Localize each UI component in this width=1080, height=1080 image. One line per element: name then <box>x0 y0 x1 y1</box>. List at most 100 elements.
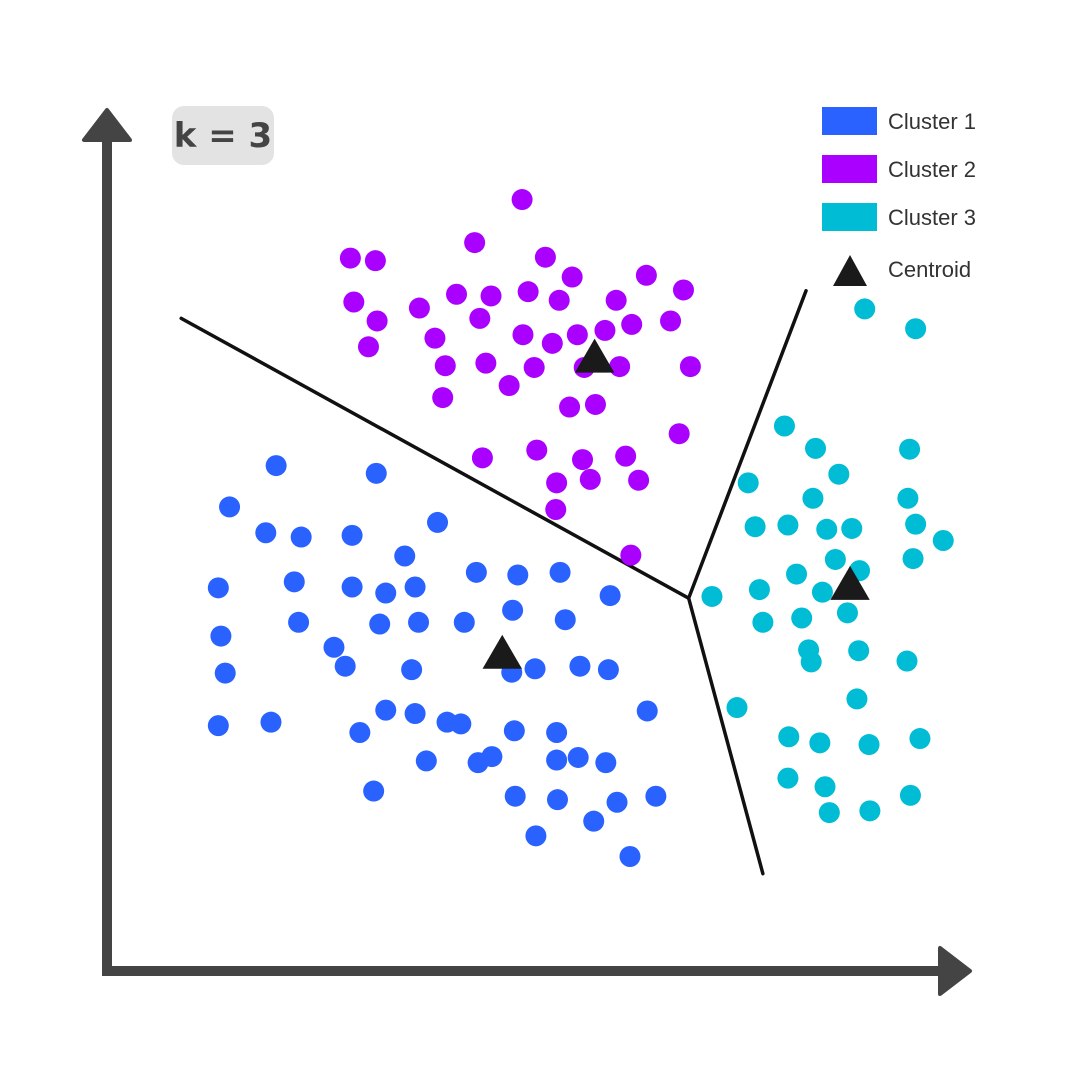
cluster-2-point-45 <box>620 544 642 566</box>
cluster-2-point-28 <box>523 356 545 378</box>
cluster-1-point-26 <box>214 662 236 684</box>
cluster-2-point-9 <box>343 291 365 313</box>
cluster-1-point-6 <box>341 524 363 546</box>
cluster-1-point-17 <box>599 585 621 607</box>
cluster-1-point-14 <box>465 561 487 583</box>
cluster-1-point-32 <box>597 659 619 681</box>
cluster-1-point-51 <box>546 789 568 811</box>
cluster-2-point-4 <box>339 247 361 269</box>
cluster-2-point-11 <box>446 283 468 305</box>
cluster-3-point-13 <box>841 517 863 539</box>
cluster-2-point-14 <box>548 289 570 311</box>
decision-boundaries <box>179 289 808 876</box>
cluster-3-point-30 <box>726 697 748 719</box>
cluster-2-point-20 <box>566 324 588 346</box>
k-annotation: k = 3 <box>172 106 274 165</box>
cluster-1-point-4 <box>255 522 277 544</box>
cluster-3-point-16 <box>824 548 846 570</box>
cluster-3-point-21 <box>786 563 808 585</box>
cluster-2-point-24 <box>357 336 379 358</box>
cluster-1-point-27 <box>334 655 356 677</box>
cluster-3-point-27 <box>848 640 870 662</box>
cluster-2-point-21 <box>594 319 616 341</box>
cluster-1-point-56 <box>619 845 641 867</box>
cluster-1-point-47 <box>415 750 437 772</box>
cluster-1-point-44 <box>546 749 568 771</box>
centroid-marker-2 <box>482 634 522 669</box>
cluster-2-point-23 <box>660 310 682 332</box>
cluster-2-point-5 <box>534 246 556 268</box>
cluster-3-point-36 <box>777 767 799 789</box>
cluster-1-point-50 <box>504 785 526 807</box>
cluster-1-point-54 <box>583 810 605 832</box>
cluster-3-point-18 <box>902 548 924 570</box>
cluster-1-point-7 <box>427 511 449 533</box>
cluster-3-point-33 <box>809 732 831 754</box>
cluster-2-point-39 <box>572 449 594 471</box>
cluster-2-point-27 <box>475 352 497 374</box>
cluster-3-point-34 <box>858 734 880 756</box>
cluster-1-point-2 <box>365 462 387 484</box>
cluster-2-point-33 <box>498 375 520 397</box>
cluster-3-point-3 <box>773 415 795 437</box>
cluster-1-point-22 <box>408 611 430 633</box>
cluster-1-point-19 <box>288 611 310 633</box>
series-cluster-3 <box>701 298 954 824</box>
cluster-1-point-10 <box>207 577 229 599</box>
cluster-1-point-12 <box>375 582 397 604</box>
cluster-3-point-39 <box>818 802 840 824</box>
cluster-2-point-25 <box>424 327 446 349</box>
cluster-2-point-36 <box>668 423 690 445</box>
cluster-2-point-38 <box>526 439 548 461</box>
legend-item-cluster-1: Cluster 1 <box>822 107 976 135</box>
cluster-1-point-21 <box>369 613 391 635</box>
cluster-1-point-42 <box>636 700 658 722</box>
series-centroid <box>482 338 870 669</box>
cluster-3-point-4 <box>805 437 827 459</box>
cluster-2-point-15 <box>605 289 627 311</box>
cluster-2-point-2 <box>464 232 486 254</box>
cluster-1-point-31 <box>569 655 591 677</box>
cluster-2-point-1 <box>511 189 533 211</box>
legend-label: Cluster 2 <box>888 157 976 182</box>
cluster-1-point-45 <box>567 746 589 768</box>
legend-item-centroid: Centroid <box>833 255 971 286</box>
cluster-3-point-24 <box>791 607 813 629</box>
cluster-3-point-37 <box>814 776 836 798</box>
cluster-3-point-38 <box>899 784 921 806</box>
cluster-2-point-19 <box>541 332 563 354</box>
cluster-3-point-6 <box>828 463 850 485</box>
legend-label: Cluster 3 <box>888 205 976 230</box>
cluster-3-point-14 <box>905 513 927 535</box>
cluster-2-point-31 <box>679 356 701 378</box>
cluster-1-point-11 <box>341 576 363 598</box>
series-cluster-1 <box>207 455 667 867</box>
legend-swatch <box>822 107 877 135</box>
boundary-line-2 <box>686 289 808 600</box>
cluster-3-point-29 <box>896 650 918 672</box>
cluster-3-point-8 <box>802 487 824 509</box>
centroid-marker-1 <box>574 338 615 373</box>
legend-swatch <box>833 255 867 286</box>
legend-label: Cluster 1 <box>888 109 976 134</box>
cluster-3-point-12 <box>816 518 838 540</box>
cluster-3-point-15 <box>932 530 954 551</box>
cluster-1-point-1 <box>265 455 287 477</box>
cluster-2-point-35 <box>584 393 606 415</box>
centroid-marker-3 <box>830 565 870 600</box>
cluster-1-point-48 <box>467 752 489 774</box>
cluster-1-point-30 <box>524 658 546 680</box>
cluster-1-point-13 <box>404 576 426 598</box>
cluster-3-point-28 <box>800 651 822 673</box>
cluster-1-point-3 <box>219 496 241 518</box>
cluster-3-point-23 <box>752 611 774 633</box>
cluster-2-point-32 <box>432 387 454 409</box>
cluster-1-point-24 <box>502 599 524 621</box>
cluster-1-point-52 <box>606 791 628 813</box>
legend-item-cluster-2: Cluster 2 <box>822 155 976 183</box>
cluster-2-point-42 <box>579 468 601 490</box>
cluster-2-point-26 <box>434 355 456 377</box>
cluster-1-point-41 <box>546 722 568 744</box>
cluster-2-point-44 <box>545 499 567 521</box>
cluster-1-point-39 <box>450 713 472 735</box>
